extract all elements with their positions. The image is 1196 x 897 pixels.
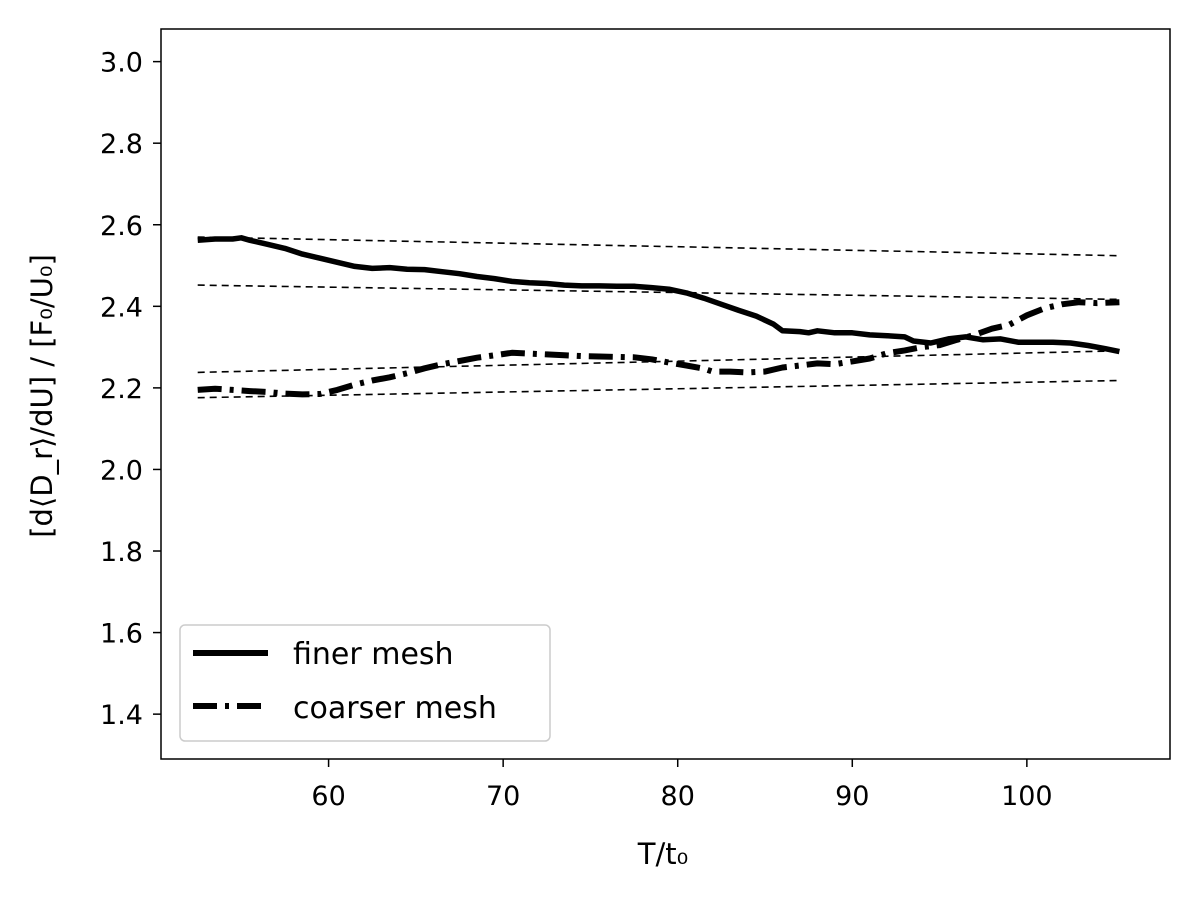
legend-label-finer-mesh: finer mesh	[293, 637, 454, 672]
series-reference-line-2	[197, 284, 1120, 301]
series-reference-line-1	[197, 236, 1120, 257]
series-reference-line-3	[197, 350, 1120, 374]
series-finer-mesh	[197, 235, 1120, 355]
legend-label-coarser-mesh: coarser mesh	[293, 691, 497, 726]
legend-box	[179, 624, 551, 742]
x-tick-label: 100	[1001, 781, 1053, 812]
y-tick-label: 2.6	[100, 211, 143, 242]
series-layer	[197, 235, 1120, 399]
y-tick-label: 2.2	[100, 374, 143, 405]
series-reference-line-4	[197, 379, 1120, 399]
x-tick-label: 90	[835, 781, 869, 812]
x-tick-label: 70	[486, 781, 520, 812]
y-tick-label: 1.6	[100, 619, 143, 650]
x-tick-label: 80	[661, 781, 695, 812]
x-axis-label: T/t₀	[637, 837, 688, 871]
y-tick-label: 3.0	[100, 48, 143, 79]
plot-frame	[160, 28, 1171, 760]
y-tick-label: 1.8	[100, 537, 143, 568]
y-tick-label: 2.0	[100, 455, 143, 486]
y-tick-label: 2.4	[100, 292, 143, 323]
y-tick-label: 1.4	[100, 700, 143, 731]
y-axis-label: [d⟨D_r⟩/dU] / [F₀/U₀]	[25, 254, 59, 538]
tick-layer: 60 70 80 90 100 1.4 1.6 1.8 2.0 2.2 2.4 2.6 2.8 3.0	[100, 48, 1053, 812]
series-coarser-mesh	[197, 299, 1120, 398]
y-tick-label: 2.8	[100, 129, 143, 160]
x-tick-label: 60	[311, 781, 345, 812]
legend: finer mesh coarser mesh	[179, 624, 551, 742]
